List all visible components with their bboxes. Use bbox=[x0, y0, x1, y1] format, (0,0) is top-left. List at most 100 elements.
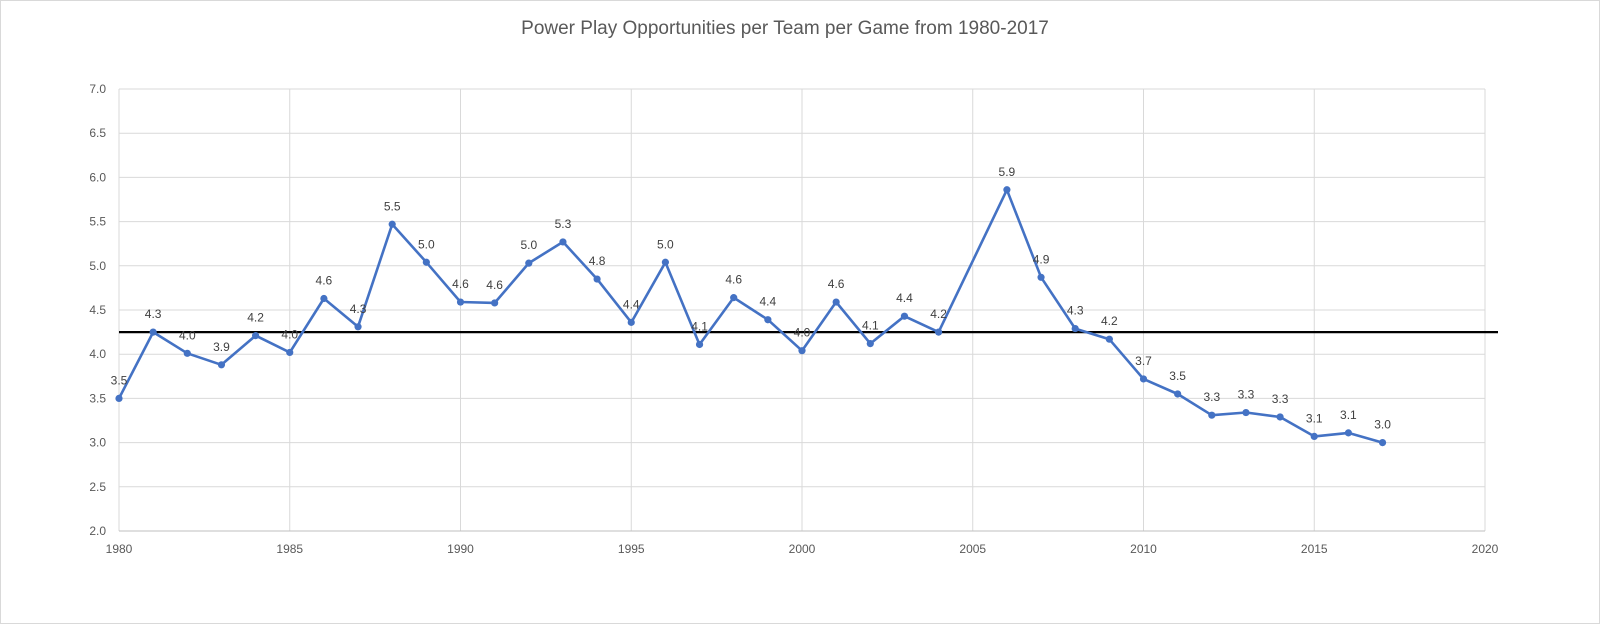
data-point bbox=[593, 275, 601, 283]
data-label: 5.0 bbox=[520, 238, 537, 252]
data-label: 4.2 bbox=[930, 307, 947, 321]
data-point bbox=[217, 361, 226, 369]
data-label: 4.6 bbox=[725, 273, 742, 287]
data-label: 4.9 bbox=[1033, 252, 1050, 266]
y-tick-label: 5.5 bbox=[89, 215, 106, 229]
data-point bbox=[286, 348, 294, 357]
data-point bbox=[1344, 429, 1352, 437]
data-label: 3.1 bbox=[1306, 411, 1323, 425]
data-label: 5.0 bbox=[657, 237, 674, 251]
data-label: 4.4 bbox=[760, 295, 777, 309]
data-point bbox=[422, 258, 430, 266]
x-tick-label: 1990 bbox=[447, 542, 474, 556]
data-point bbox=[320, 294, 328, 303]
data-label: 3.5 bbox=[1169, 369, 1186, 383]
data-point bbox=[559, 238, 567, 246]
y-tick-label: 6.5 bbox=[89, 126, 106, 140]
data-label: 4.3 bbox=[350, 302, 367, 316]
data-point bbox=[832, 298, 840, 306]
data-label: 3.1 bbox=[1340, 408, 1357, 422]
data-label: 3.9 bbox=[213, 340, 230, 354]
data-point bbox=[1310, 432, 1318, 441]
data-label: 4.6 bbox=[486, 278, 503, 292]
data-label: 4.1 bbox=[691, 319, 708, 333]
x-tick-label: 1995 bbox=[618, 542, 645, 556]
data-point bbox=[115, 394, 123, 402]
data-point bbox=[1276, 413, 1284, 421]
x-tick-label: 2010 bbox=[1130, 542, 1157, 556]
series-group bbox=[115, 186, 1387, 447]
data-point bbox=[1139, 375, 1148, 383]
x-tick-label: 2000 bbox=[789, 542, 816, 556]
data-label: 3.7 bbox=[1135, 354, 1152, 368]
data-point bbox=[1105, 335, 1113, 343]
data-label: 4.0 bbox=[179, 328, 196, 342]
chart-title: Power Play Opportunities per Team per Ga… bbox=[521, 18, 1049, 39]
data-point bbox=[1037, 273, 1045, 281]
y-tick-label: 4.5 bbox=[89, 303, 106, 317]
y-tick-label: 3.5 bbox=[89, 391, 106, 405]
data-point bbox=[798, 347, 806, 355]
y-tick-label: 3.0 bbox=[89, 436, 106, 450]
data-point bbox=[1174, 390, 1182, 398]
data-point bbox=[354, 323, 362, 331]
data-label: 4.3 bbox=[1067, 304, 1084, 318]
y-tick-label: 2.5 bbox=[89, 480, 106, 494]
y-tick-label: 6.0 bbox=[89, 170, 106, 184]
data-label: 5.5 bbox=[384, 199, 401, 213]
data-point bbox=[764, 316, 772, 324]
data-point bbox=[1208, 411, 1216, 419]
data-label: 4.0 bbox=[281, 327, 298, 341]
data-label: 3.3 bbox=[1238, 388, 1255, 402]
data-label: 4.3 bbox=[145, 307, 162, 321]
data-label: 4.1 bbox=[862, 319, 879, 333]
data-point bbox=[627, 318, 635, 326]
x-tick-label: 2020 bbox=[1472, 542, 1499, 556]
data-label: 3.0 bbox=[1374, 418, 1391, 432]
x-tick-label: 1980 bbox=[106, 542, 133, 556]
data-label: 5.3 bbox=[555, 217, 572, 231]
data-point bbox=[1071, 324, 1079, 333]
y-tick-label: 2.0 bbox=[89, 524, 106, 538]
series-line bbox=[117, 188, 1383, 444]
x-tick-label: 1985 bbox=[276, 542, 303, 556]
data-labels: 3.5 4.3 4.0 3.9 4.2 4.0 4.6 4.3 5.5 5.0 4.6 4.6 5.0 5… bbox=[111, 165, 1392, 432]
data-point bbox=[456, 298, 465, 306]
data-label: 4.2 bbox=[247, 311, 264, 325]
x-tick-label: 2015 bbox=[1301, 542, 1328, 556]
gridlines bbox=[118, 88, 1486, 531]
data-point bbox=[1003, 186, 1011, 194]
data-label: 3.3 bbox=[1203, 390, 1220, 404]
data-point bbox=[149, 328, 157, 336]
y-tick-label: 4.0 bbox=[89, 347, 106, 361]
data-label: 4.8 bbox=[589, 254, 606, 268]
x-tick-label: 2005 bbox=[959, 542, 986, 556]
data-point bbox=[866, 339, 874, 348]
data-point bbox=[900, 312, 909, 320]
data-label: 4.4 bbox=[896, 291, 913, 305]
data-point bbox=[661, 258, 670, 266]
data-point bbox=[388, 220, 396, 228]
data-label: 4.4 bbox=[623, 297, 640, 311]
axes: 2.0 2.5 3.0 3.5 4.0 4.5 5.0 5.5 6.0 6.5 7.0 1980 198… bbox=[89, 82, 1498, 556]
data-point bbox=[1378, 439, 1387, 447]
data-label: 4.6 bbox=[452, 277, 469, 291]
data-point bbox=[695, 340, 704, 349]
data-label: 4.6 bbox=[316, 274, 333, 288]
y-tick-label: 5.0 bbox=[89, 259, 106, 273]
y-tick-label: 7.0 bbox=[89, 82, 106, 96]
data-point bbox=[525, 259, 533, 267]
data-label: 5.9 bbox=[999, 165, 1016, 179]
data-point bbox=[183, 349, 191, 357]
data-point bbox=[491, 299, 499, 307]
data-label: 4.6 bbox=[828, 277, 845, 291]
data-label: 5.0 bbox=[418, 237, 435, 251]
data-label: 3.3 bbox=[1272, 392, 1289, 406]
data-label: 4.0 bbox=[794, 326, 811, 340]
data-point bbox=[935, 328, 943, 336]
data-point bbox=[1242, 408, 1250, 417]
data-label: 4.2 bbox=[1101, 314, 1118, 328]
data-point bbox=[730, 294, 738, 302]
